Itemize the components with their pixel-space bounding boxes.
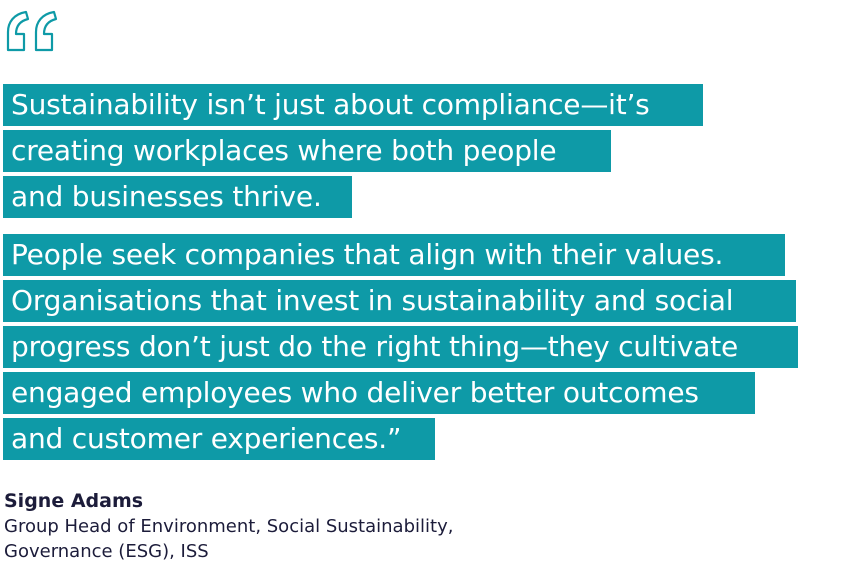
attribution-role: Group Head of Environment, Social Sustai…: [4, 516, 454, 537]
quote-line: Sustainability isn’t just about complian…: [3, 84, 703, 126]
quote-line: engaged employees who deliver better out…: [3, 372, 755, 414]
quote-line: and customer experiences.”: [3, 418, 435, 460]
quote-line: People seek companies that align with th…: [3, 234, 785, 276]
quote-line: progress don’t just do the right thing—t…: [3, 326, 798, 368]
attribution-role: Governance (ESG), ISS: [4, 541, 209, 562]
quote-line: creating workplaces where both people: [3, 130, 611, 172]
quote-line: Organisations that invest in sustainabil…: [3, 280, 796, 322]
quote-line: and businesses thrive.: [3, 176, 352, 218]
attribution-name: Signe Adams: [4, 490, 144, 512]
open-quote-icon: [4, 8, 60, 54]
